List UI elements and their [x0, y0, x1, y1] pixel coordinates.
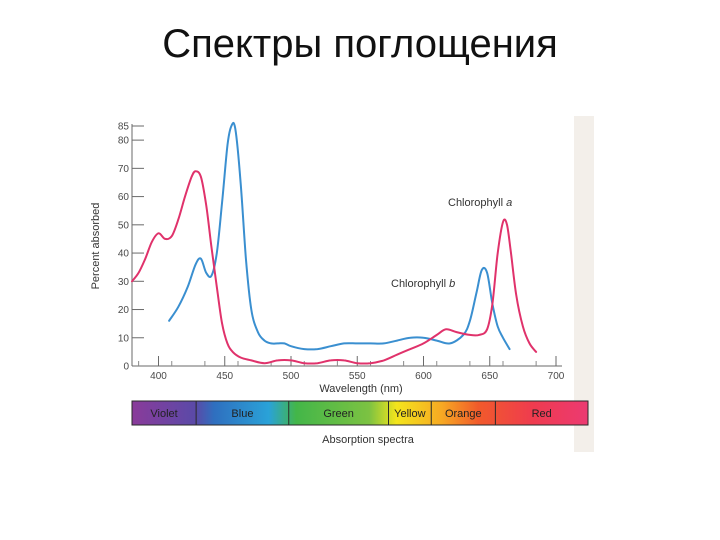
x-tick-label: 600 [415, 371, 432, 382]
x-tick-label: 650 [481, 371, 498, 382]
band-label-yellow: Yellow [394, 408, 425, 420]
y-tick-label: 50 [118, 220, 130, 231]
y-tick-label: 0 [123, 362, 129, 373]
spectrum-band-border [131, 400, 589, 426]
slide-title: Спектры поглощения [162, 22, 558, 66]
series-line-chlorophyll-b [131, 170, 538, 365]
figure-background [88, 112, 594, 452]
series-label-chlorophyll-a: Chlorophyll a [448, 197, 512, 209]
series-layer [131, 121, 538, 365]
y-tick-label: 10 [118, 333, 130, 344]
x-tick-label: 400 [150, 371, 167, 382]
absorption-figure: 0 10 20 30 40 50 60 70 80 85 400 450 500 550 600 650 700… [88, 112, 594, 452]
x-axis-title: Wavelength (nm) [319, 383, 402, 395]
y-tick-label: 70 [118, 164, 130, 175]
series-label-chlorophyll-b: Chlorophyll b [391, 278, 455, 290]
x-tick-label: 500 [283, 371, 300, 382]
band-label-blue: Blue [231, 408, 253, 420]
band-label-violet: Violet [150, 408, 177, 420]
absorption-chart: 0 10 20 30 40 50 60 70 80 85 400 450 500 550 600 650 700… [88, 112, 594, 452]
series-line-chlorophyll-a [168, 121, 511, 351]
band-label-orange: Orange [445, 408, 482, 420]
x-tick-label: 550 [349, 371, 366, 382]
series-labels: Chlorophyll a Chlorophyll b [391, 197, 512, 290]
band-label-red: Red [532, 408, 552, 420]
x-tick-label: 450 [216, 371, 233, 382]
y-tick-label: 80 [118, 136, 130, 147]
band-label-green: Green [323, 408, 354, 420]
y-tick-label: 85 [118, 122, 130, 133]
y-tick-label: 60 [118, 192, 130, 203]
x-tick-label: 700 [548, 371, 565, 382]
figure-caption: Absorption spectra [322, 434, 415, 446]
axes: 0 10 20 30 40 50 60 70 80 85 400 450 500 550 600 650 700 [118, 122, 565, 383]
spectrum-band: Violet Blue Green Yellow Orange Red [131, 400, 589, 426]
y-axis-title: Percent absorbed [90, 203, 102, 290]
y-tick-label: 40 [118, 249, 130, 260]
figure-page-edge [574, 116, 594, 452]
y-tick-label: 30 [118, 277, 130, 288]
spectrum-gradient-bar [132, 401, 588, 425]
y-tick-label: 20 [118, 305, 130, 316]
